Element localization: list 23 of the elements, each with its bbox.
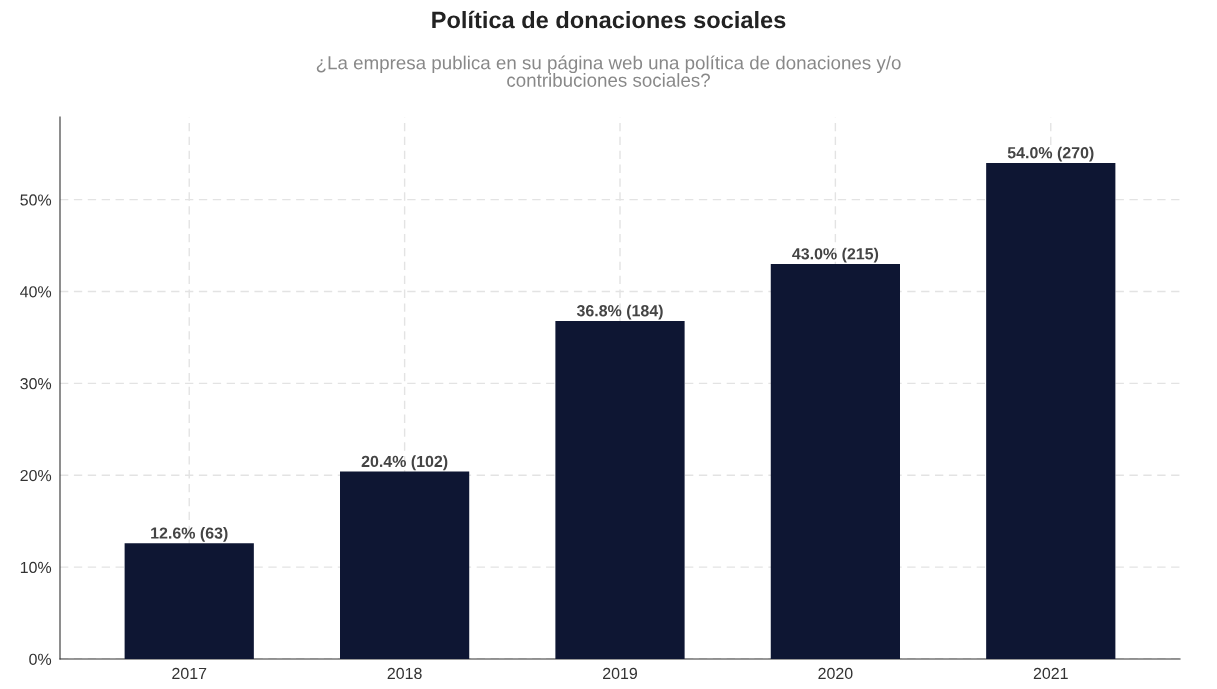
data-label: 43.0% (215) — [792, 247, 879, 263]
bar — [124, 543, 254, 659]
data-label: 54.0% (270) — [1007, 146, 1094, 162]
bar — [555, 320, 685, 659]
bar — [986, 162, 1116, 659]
y-tick-label: 40% — [20, 286, 52, 298]
y-tick-label: 50% — [20, 194, 52, 206]
chart-subtitle: ¿La empresa publica en su página web una política de donaciones y/o contribuciones sociales? — [316, 55, 901, 87]
chart-title: Política de donaciones sociales — [432, 10, 786, 29]
y-tick-label: 30% — [20, 378, 52, 390]
x-tick-label: 2019 — [603, 667, 638, 680]
data-label: 12.6% (63) — [151, 526, 228, 542]
bar — [770, 263, 900, 659]
bar — [340, 471, 470, 659]
x-tick-label: 2018 — [387, 667, 422, 680]
x-tick-label: 2020 — [818, 667, 853, 680]
x-tick-label: 2021 — [1033, 667, 1068, 680]
y-tick-label: 20% — [20, 469, 52, 482]
data-label: 36.8% (184) — [576, 304, 663, 320]
y-tick-label: 10% — [20, 561, 52, 574]
x-tick-label: 2017 — [172, 667, 207, 680]
data-label: 20.4% (102) — [361, 455, 448, 471]
y-tick-label: 0% — [29, 653, 52, 665]
